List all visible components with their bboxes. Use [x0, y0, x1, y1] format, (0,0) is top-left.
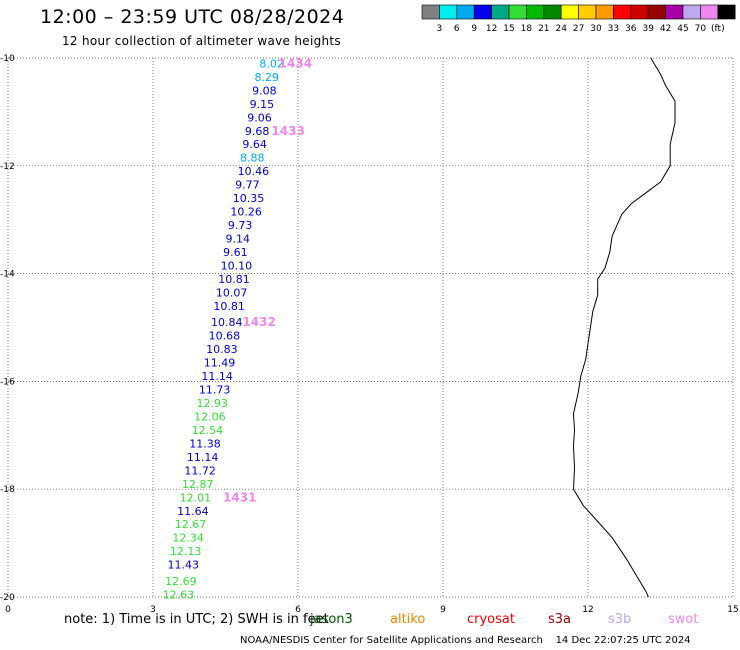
wave-height-label: 8.29 [255, 71, 280, 84]
x-tick-label: 12 [582, 605, 593, 612]
legend-swatch [717, 4, 736, 20]
wave-height-label: 10.84 [211, 316, 243, 329]
wave-height-label: 10.35 [233, 192, 265, 205]
wave-height-label: 11.64 [177, 505, 209, 518]
y-tick-label: -20 [0, 593, 15, 603]
pass-time-label: 1433 [271, 124, 304, 138]
wave-height-label: 9.06 [247, 111, 272, 124]
legend-label: 36 [625, 24, 637, 34]
color-legend: 3 6 9 12 15 18 21 24 27 30 33 36 39 42 45 70 (ft) [421, 4, 736, 34]
y-tick-label: -12 [0, 162, 15, 172]
y-tick-label: -14 [0, 270, 15, 280]
wave-height-label: 9.73 [228, 219, 253, 232]
wave-height-label: 9.08 [252, 84, 276, 97]
wave-height-label: 12.34 [172, 532, 204, 545]
y-tick-label: -10 [0, 54, 15, 64]
wave-height-label: 12.69 [165, 575, 197, 588]
wave-height-label: 10.26 [230, 206, 261, 219]
legend-label: 3 [437, 24, 443, 34]
satellite-name-s3b: s3b [608, 612, 632, 627]
legend-label: (ft) [711, 24, 725, 34]
satellite-name-altiko: altiko [390, 612, 426, 627]
wave-height-label: 11.72 [184, 464, 216, 477]
wave-height-label: 9.15 [250, 98, 275, 111]
wave-height-label: 10.81 [218, 273, 250, 286]
legend-label: 9 [471, 24, 477, 34]
wave-height-label: 11.14 [187, 451, 219, 464]
wave-height-label: 12.67 [175, 518, 207, 531]
x-tick-label: 15 [727, 605, 738, 612]
footer-credit: NOAA/NESDIS Center for Satellite Applica… [240, 635, 691, 646]
legend-label: 21 [538, 24, 549, 34]
wave-height-label: 11.73 [199, 383, 231, 396]
legend-label: 30 [590, 24, 602, 34]
legend-label: 12 [486, 24, 497, 34]
legend-label: 15 [503, 24, 514, 34]
chart-subtitle: 12 hour collection of altimeter wave hei… [62, 34, 341, 48]
legend-label: 42 [660, 24, 671, 34]
legend-label: 6 [454, 24, 460, 34]
wave-height-label: 8.02 [259, 57, 284, 70]
wave-height-label: 12.06 [194, 410, 226, 423]
wave-height-label: 12.87 [182, 478, 214, 491]
wave-height-label: 11.14 [201, 370, 233, 383]
wave-height-label: 10.81 [213, 300, 245, 313]
satellite-name-swot: swot [668, 612, 699, 627]
wave-height-label: 11.38 [189, 437, 221, 450]
wave-height-label: 9.64 [242, 138, 267, 151]
wave-height-label: 9.77 [235, 179, 260, 192]
wave-height-label: 12.13 [170, 545, 202, 558]
satellite-name-s3a: s3a [548, 612, 572, 627]
wave-height-label: 9.14 [226, 233, 251, 246]
wave-height-label: 11.49 [204, 357, 236, 370]
wave-height-plot: 0 3 6 9 12 15-10-12-14-16-18-208.028.299.089.… [0, 54, 739, 612]
wave-height-label: 11.43 [168, 559, 200, 572]
wave-height-label: 10.07 [216, 286, 248, 299]
wave-height-label: 12.01 [180, 491, 212, 504]
coastline [572, 57, 676, 598]
note-text: note: 1) Time is in UTC; 2) SWH is in fe… [64, 612, 329, 627]
x-tick-label: 6 [295, 605, 301, 612]
wave-height-label: 12.93 [197, 397, 229, 410]
legend-label: 70 [695, 24, 707, 34]
x-tick-label: 9 [440, 605, 446, 612]
x-tick-label: 3 [150, 605, 156, 612]
legend-label: 27 [573, 24, 584, 34]
y-tick-label: -16 [0, 377, 15, 387]
wave-height-label: 10.46 [238, 165, 269, 178]
legend-label: 18 [521, 24, 533, 34]
pass-time-label: 1431 [223, 490, 256, 504]
pass-time-label: 1432 [242, 315, 275, 329]
y-tick-label: -18 [0, 485, 15, 495]
wave-height-label: 9.61 [223, 246, 248, 259]
wave-height-label: 8.88 [240, 152, 265, 165]
pass-time-label: 1434 [279, 56, 312, 70]
legend-label: 45 [677, 24, 688, 34]
legend-label: 24 [555, 24, 567, 34]
wave-height-label: 12.63 [163, 588, 195, 601]
legend-label: 39 [642, 24, 654, 34]
wave-height-label: 10.83 [206, 343, 238, 356]
legend-label: 33 [608, 24, 619, 34]
x-tick-label: 0 [5, 605, 11, 612]
wave-height-label: 12.54 [192, 424, 224, 437]
satellite-name-jason3: jason3 [310, 612, 353, 627]
wave-height-label: 10.68 [209, 330, 241, 343]
satellite-name-cryosat: cryosat [467, 612, 515, 627]
chart-title: 12:00 – 23:59 UTC 08/28/2024 [40, 6, 345, 28]
wave-height-label: 9.68 [245, 125, 269, 138]
wave-height-label: 10.10 [221, 260, 253, 273]
